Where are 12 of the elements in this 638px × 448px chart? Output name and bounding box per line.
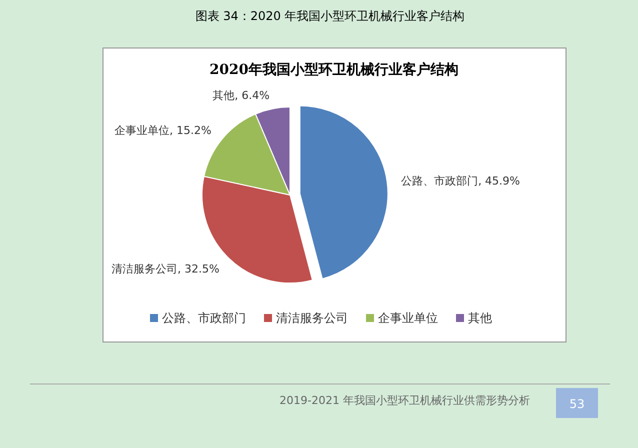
legend-label: 公路、市政部门 <box>162 311 246 325</box>
legend-label: 其他 <box>468 311 492 325</box>
text: 53 <box>569 397 585 411</box>
legend-label: 清洁服务公司 <box>276 311 348 325</box>
data-label: 企事业单位, 15.2% <box>114 124 212 137</box>
data-label: 清洁服务公司, 32.5% <box>112 262 220 276</box>
chart-title: 图表 34：2020 年我国小型环卫机械行业客户结构 <box>195 9 465 23</box>
text: 2019-2021 年我国小型环卫机械行业供需形势分析 <box>280 394 530 407</box>
legend-label: 企事业单位 <box>378 311 438 325</box>
chart-subtitle: 2020年我国小型环卫机械行业客户结构 <box>210 61 458 78</box>
data-label: 公路、市政部门, 45.9% <box>401 174 520 188</box>
data-label: 其他, 6.4% <box>212 89 270 102</box>
